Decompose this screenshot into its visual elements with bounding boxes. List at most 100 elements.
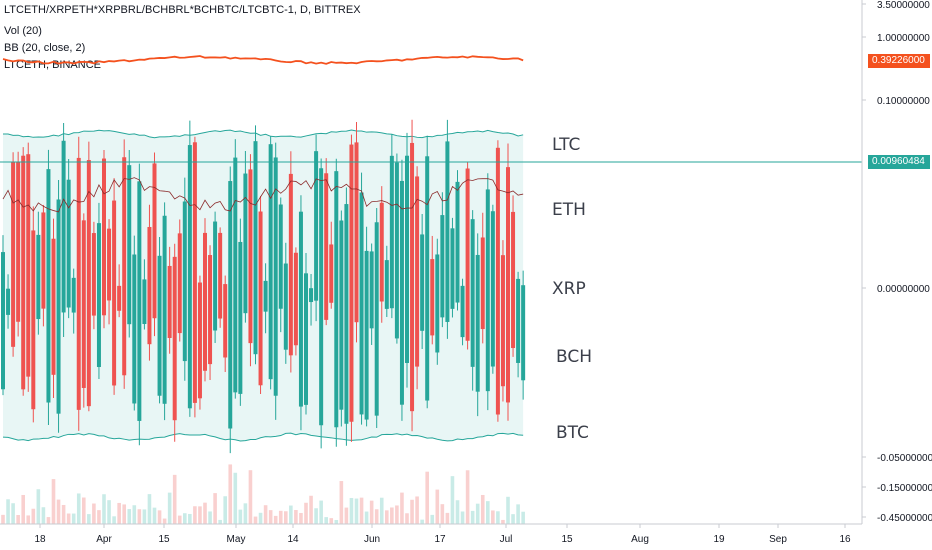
x-tick-label: 18 xyxy=(34,534,46,545)
candle-body xyxy=(495,147,500,415)
bb-legend[interactable]: BB (20, close, 2) xyxy=(4,42,86,54)
candle-body xyxy=(339,220,344,410)
volume-bar xyxy=(470,510,475,524)
candle-body xyxy=(268,144,273,380)
volume-bar xyxy=(82,497,86,524)
candle-body xyxy=(233,157,238,393)
volume-bar xyxy=(329,518,334,524)
candle-body xyxy=(117,285,122,311)
candle-body xyxy=(359,192,364,415)
y-tick-label: 3.50000000 xyxy=(877,0,930,11)
volume-bar xyxy=(496,511,500,524)
candle-body xyxy=(440,215,445,318)
volume-bar xyxy=(92,503,96,524)
candle-body xyxy=(172,256,177,421)
volume-bar xyxy=(309,495,313,524)
candle-body xyxy=(445,141,450,322)
volume-bar xyxy=(440,504,445,524)
volume-bar xyxy=(390,507,394,524)
candle-body xyxy=(223,284,228,358)
volume-bar xyxy=(112,516,116,524)
volume-bar xyxy=(127,509,132,524)
candle-body xyxy=(127,165,132,325)
candle-body xyxy=(203,232,207,371)
candle-body xyxy=(329,244,334,303)
volume-bar xyxy=(21,494,25,524)
volume-bar xyxy=(465,470,470,524)
volume-bar xyxy=(521,511,525,524)
candle-body xyxy=(76,157,81,410)
volume-bar xyxy=(445,512,450,524)
volume-bar xyxy=(31,508,36,524)
volume-bar xyxy=(278,510,283,524)
candles xyxy=(1,119,526,454)
volume-bar xyxy=(480,494,485,524)
candle-body xyxy=(157,255,162,396)
volume-bar xyxy=(157,510,162,524)
candle-body xyxy=(132,254,137,404)
candle-body xyxy=(31,230,36,410)
volume-bar xyxy=(415,496,419,524)
volume-bar xyxy=(203,502,207,524)
x-tick-label: 15 xyxy=(158,534,170,545)
candle-body xyxy=(278,204,283,309)
candle-body xyxy=(298,211,303,407)
candle-body xyxy=(102,158,106,316)
candle-body xyxy=(394,162,399,339)
candle-body xyxy=(324,173,329,320)
candle-body xyxy=(187,145,192,409)
volume-bar xyxy=(395,505,399,524)
volume-bar xyxy=(314,508,318,524)
compare-line xyxy=(2,55,524,65)
candle-body xyxy=(334,171,339,428)
volume-bar xyxy=(400,492,404,524)
volume-bar xyxy=(339,481,344,524)
candle-body xyxy=(86,160,91,407)
candle-body xyxy=(369,251,374,329)
volume-bar xyxy=(359,497,364,524)
symbol-title[interactable]: LTCETH/XRPETH*XRPBRL/BCHBRL*BCHBTC/LTCBT… xyxy=(4,4,361,16)
volume-bar xyxy=(410,499,414,524)
volume-bar xyxy=(344,507,349,524)
volume-bar xyxy=(137,509,142,524)
volume-bar xyxy=(142,509,147,524)
candle-body xyxy=(6,288,11,315)
volume-bar xyxy=(385,510,389,524)
annotation-xrp: XRP xyxy=(552,279,586,299)
y-tick-label: -0.15000000 xyxy=(877,483,932,494)
candle-body xyxy=(283,263,288,350)
volume-bar xyxy=(284,511,288,524)
volume-bar xyxy=(460,511,465,524)
candle-body xyxy=(460,285,465,338)
volume-bar xyxy=(258,512,263,524)
volume-bar xyxy=(420,519,424,524)
volume-bar xyxy=(506,496,510,524)
volume-bar xyxy=(248,470,253,524)
volume-bar xyxy=(501,519,505,524)
volume-bar xyxy=(405,513,409,524)
volume-bar xyxy=(516,504,520,524)
volume-bar xyxy=(208,511,212,524)
candle-body xyxy=(405,155,409,364)
candle-body xyxy=(61,140,66,313)
candle-body xyxy=(506,167,510,403)
volume-bar xyxy=(188,513,192,524)
volume-bar xyxy=(51,479,56,524)
volume-bar xyxy=(172,474,177,524)
annotation-btc: BTC xyxy=(556,423,589,443)
volume-bar xyxy=(16,515,20,524)
overlay-lines xyxy=(0,55,862,213)
candle-body xyxy=(147,226,152,345)
candle-body xyxy=(490,211,495,367)
candle-body xyxy=(142,279,147,325)
volume-bar xyxy=(450,476,455,524)
annotation-ltc: LTC xyxy=(552,135,580,155)
x-tick-label: 15 xyxy=(561,534,573,545)
volume-bar xyxy=(107,500,111,524)
candle-body xyxy=(112,200,117,386)
vol-legend[interactable]: Vol (20) xyxy=(4,25,42,37)
candle-body xyxy=(208,255,213,365)
volume-bar xyxy=(41,507,46,524)
volume-bar xyxy=(233,472,238,524)
